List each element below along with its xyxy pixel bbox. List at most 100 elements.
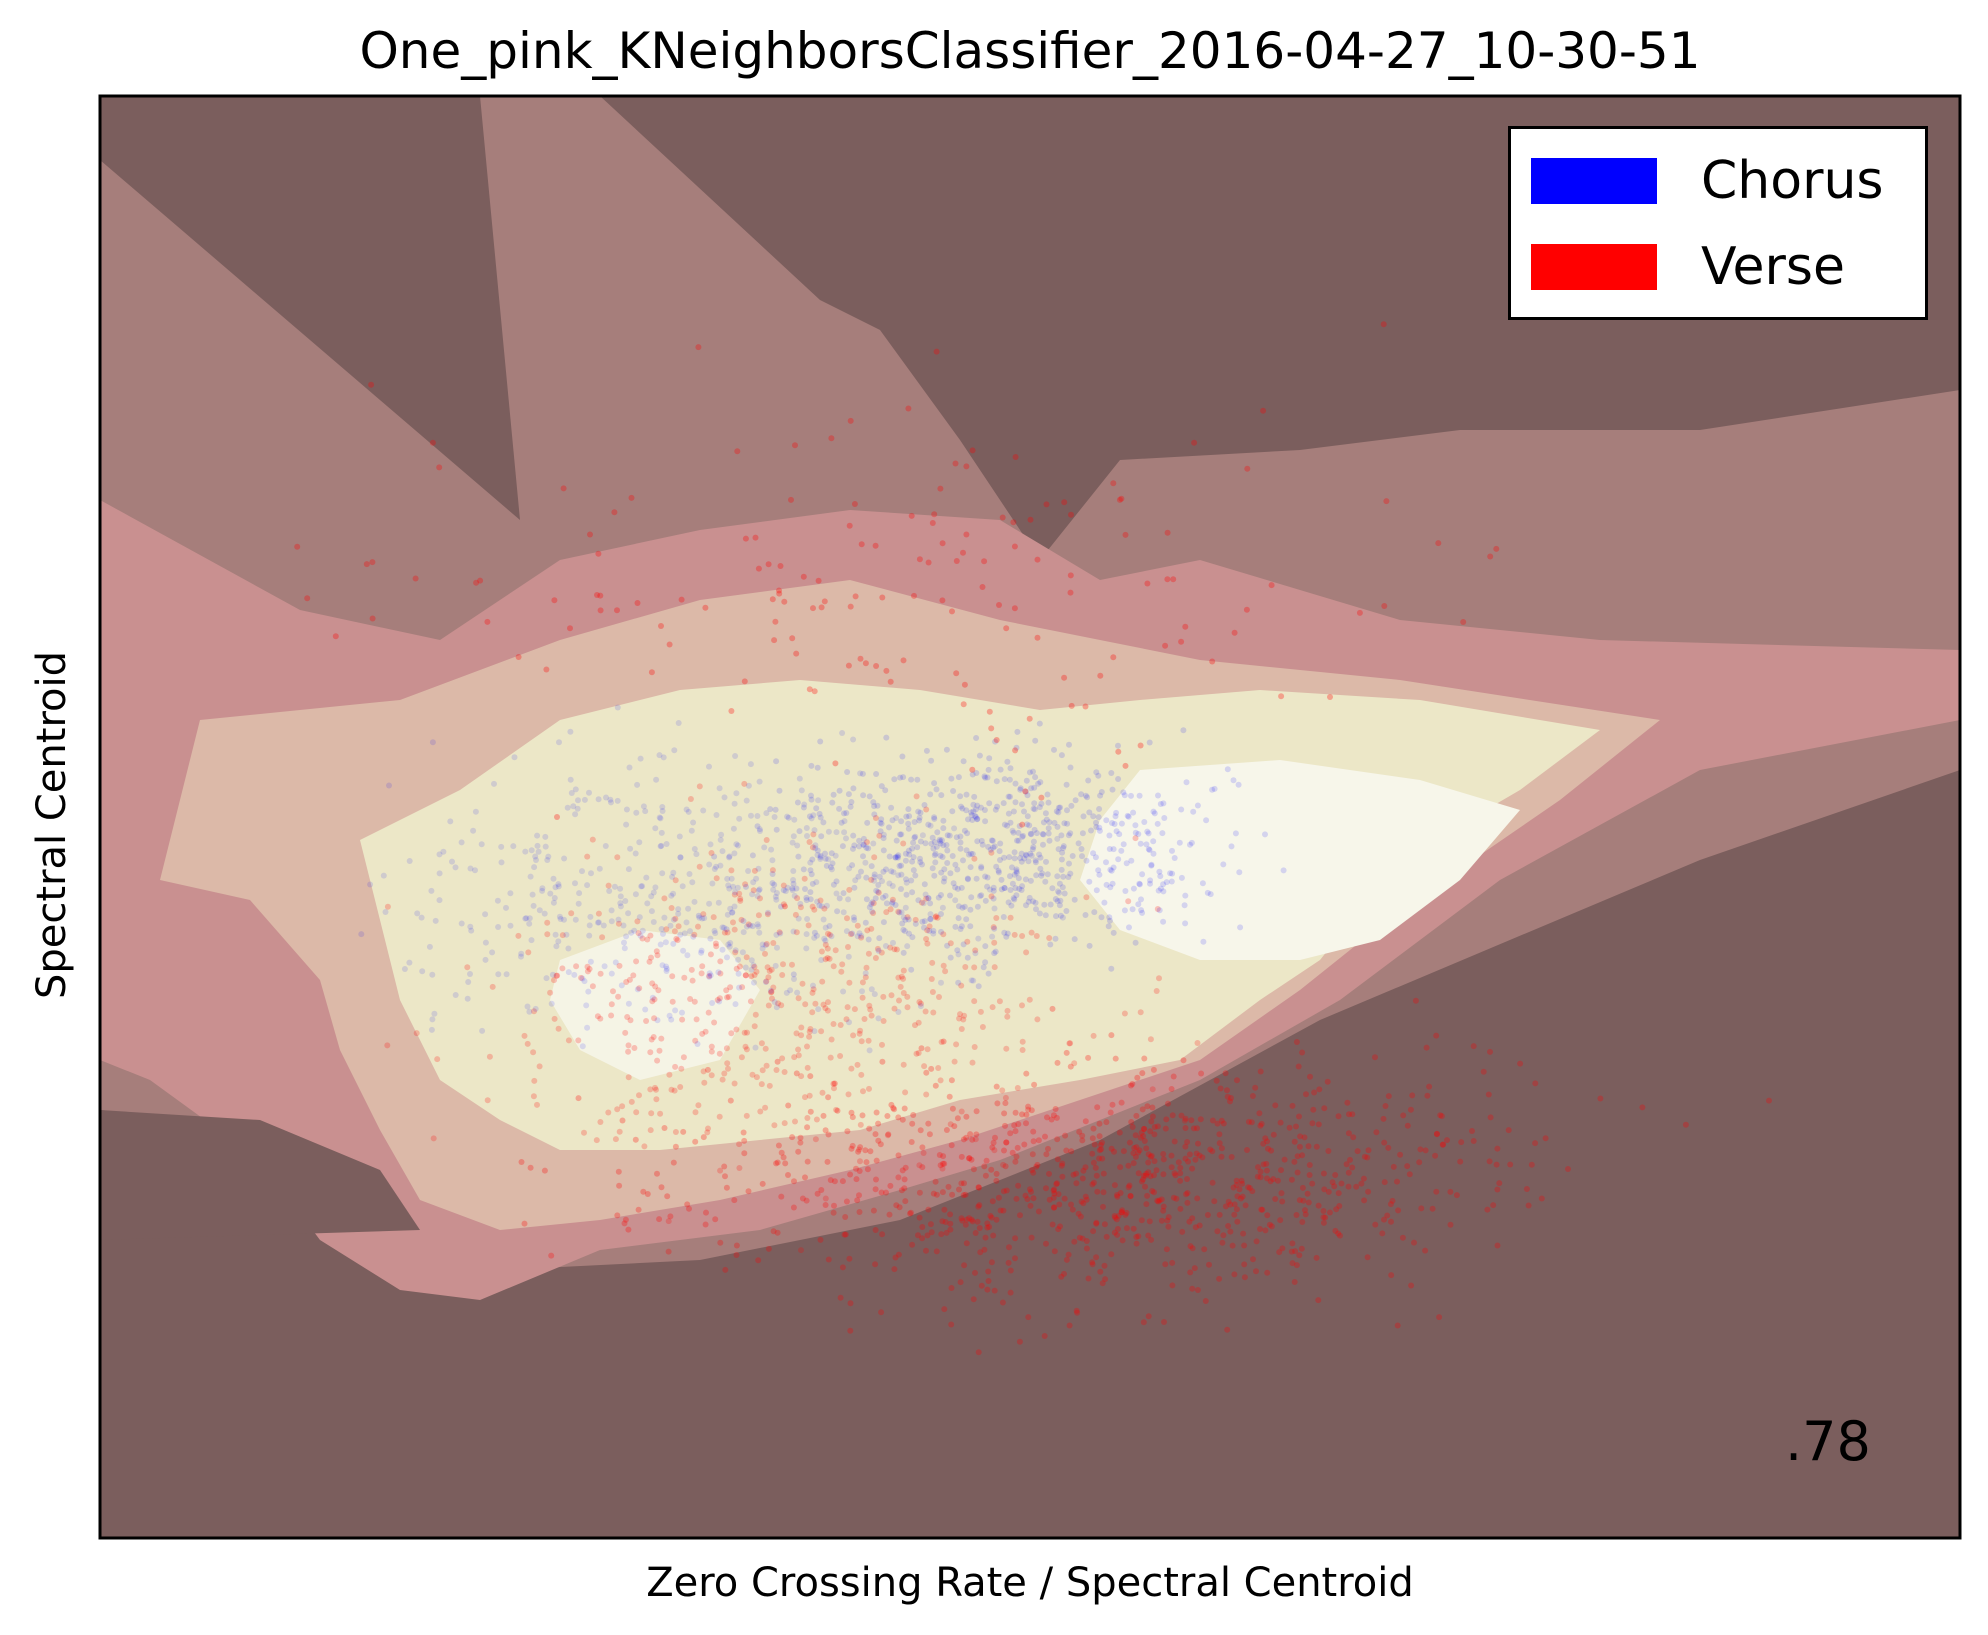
data-point-chorus (753, 875, 760, 882)
data-point-chorus (948, 775, 955, 782)
data-point-chorus (841, 829, 848, 836)
data-point-verse (1114, 1226, 1121, 1232)
data-point-chorus (707, 935, 714, 942)
data-point-verse (1164, 529, 1171, 536)
data-point-verse (902, 1198, 909, 1205)
data-point-verse (661, 895, 668, 902)
data-point-chorus (973, 806, 979, 813)
data-point-chorus (1027, 830, 1034, 837)
data-point-chorus (1124, 812, 1131, 819)
data-point-verse (1135, 1149, 1142, 1156)
data-point-verse (895, 1251, 902, 1258)
data-point-verse (854, 1197, 861, 1204)
data-point-verse (758, 1040, 765, 1047)
data-point-chorus (852, 877, 859, 884)
data-point-chorus (625, 1000, 632, 1007)
data-point-verse (1100, 1203, 1106, 1210)
data-point-verse (1528, 1161, 1535, 1168)
data-point-verse (724, 994, 731, 1001)
data-point-verse (1138, 1217, 1145, 1224)
data-point-verse (675, 923, 682, 930)
data-point-verse (781, 903, 788, 910)
data-point-chorus (633, 809, 640, 816)
data-point-verse (1063, 1147, 1070, 1154)
data-point-chorus (955, 951, 962, 958)
data-point-chorus (1148, 862, 1155, 869)
data-point-chorus (833, 829, 840, 836)
data-point-verse (978, 1282, 985, 1289)
data-point-verse (940, 1038, 947, 1045)
data-point-chorus (658, 926, 665, 932)
data-point-verse (766, 1082, 773, 1089)
data-point-verse (654, 952, 661, 959)
data-point-chorus (968, 850, 974, 857)
data-point-verse (993, 737, 1000, 743)
data-point-verse (1293, 1039, 1300, 1045)
data-point-chorus (1033, 906, 1039, 913)
data-point-chorus (773, 1004, 780, 1011)
data-point-verse (1382, 1103, 1389, 1109)
data-point-chorus (967, 906, 974, 913)
data-point-verse (804, 1158, 811, 1165)
data-point-verse (1054, 1156, 1061, 1163)
data-point-verse (901, 1185, 908, 1192)
data-point-chorus (826, 923, 833, 929)
data-point-chorus (1036, 910, 1043, 917)
data-point-verse (958, 982, 965, 989)
data-point-chorus (1079, 853, 1085, 860)
data-point-verse (1016, 1338, 1023, 1345)
data-point-chorus (790, 971, 797, 978)
data-point-chorus (823, 862, 830, 869)
data-point-verse (1236, 1186, 1243, 1193)
data-point-verse (1335, 1190, 1342, 1197)
data-point-verse (992, 1134, 998, 1141)
data-point-chorus (683, 919, 690, 926)
data-point-chorus (938, 792, 945, 799)
data-point-chorus (1032, 857, 1039, 864)
data-point-chorus (997, 857, 1003, 863)
data-point-chorus (491, 780, 497, 787)
data-point-verse (634, 918, 641, 925)
data-point-verse (1103, 1233, 1110, 1240)
data-point-chorus (761, 844, 768, 851)
data-point-verse (1329, 1179, 1336, 1186)
data-point-chorus (755, 923, 762, 930)
data-point-verse (1373, 1129, 1380, 1136)
data-point-verse (858, 541, 865, 548)
data-point-verse (1146, 1218, 1153, 1225)
data-point-verse (848, 1109, 855, 1116)
data-point-chorus (1204, 889, 1211, 896)
data-point-verse (810, 831, 817, 838)
data-point-verse (1030, 1169, 1037, 1176)
data-point-chorus (986, 800, 993, 807)
data-point-verse (584, 968, 591, 975)
data-point-verse (812, 1000, 819, 1007)
data-point-verse (731, 1197, 738, 1204)
data-point-verse (1249, 1093, 1256, 1099)
data-point-chorus (1156, 868, 1163, 875)
data-point-chorus (977, 893, 983, 900)
data-point-verse (1188, 1117, 1195, 1124)
data-point-verse (868, 876, 875, 883)
data-point-chorus (1005, 810, 1012, 817)
data-point-verse (712, 940, 719, 947)
data-point-verse (1135, 1233, 1142, 1240)
data-point-chorus (1086, 942, 1093, 949)
data-point-chorus (1037, 779, 1044, 786)
data-point-verse (1194, 1287, 1201, 1293)
data-point-chorus (1080, 813, 1087, 820)
data-point-chorus (1095, 867, 1102, 874)
data-point-verse (1320, 1219, 1327, 1226)
data-point-chorus (539, 887, 546, 894)
data-point-chorus (937, 852, 944, 859)
data-point-verse (1307, 1073, 1313, 1080)
data-point-chorus (617, 893, 624, 900)
data-point-chorus (432, 917, 439, 924)
data-point-verse (1170, 1073, 1177, 1080)
data-point-chorus (557, 916, 564, 922)
data-point-verse (824, 1007, 831, 1014)
data-point-chorus (458, 920, 465, 927)
data-point-chorus (713, 812, 720, 818)
data-point-chorus (1093, 819, 1099, 826)
data-point-chorus (935, 894, 942, 901)
